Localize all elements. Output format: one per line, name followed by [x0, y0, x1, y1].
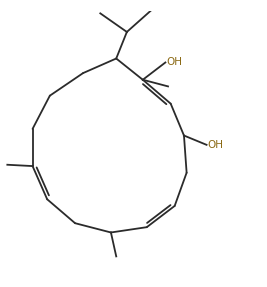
Text: OH: OH	[208, 140, 224, 150]
Text: OH: OH	[167, 57, 183, 67]
